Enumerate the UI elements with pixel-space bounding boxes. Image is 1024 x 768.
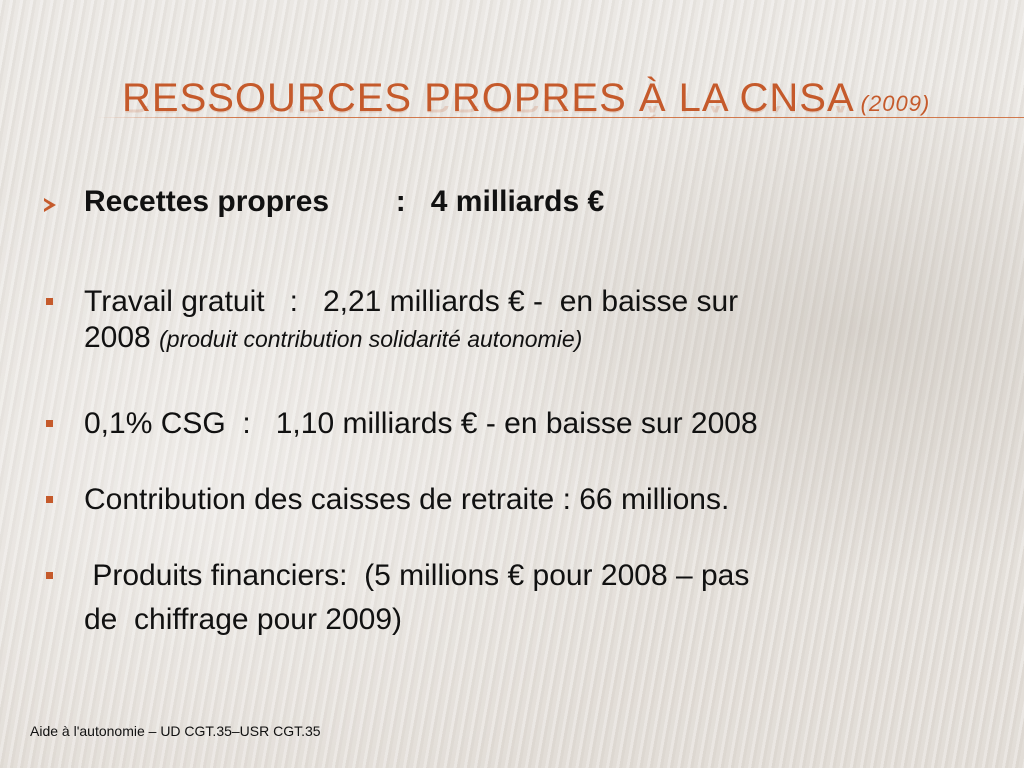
- list-item-text-line1: Travail gratuit : 2,21 milliards € - en …: [84, 285, 739, 318]
- list-item-text-plain: 2008: [84, 321, 151, 354]
- list-item-text: Recettes propres : 4 milliards €: [84, 185, 605, 218]
- list-item-text: 0,1% CSG : 1,10 milliards € - en baisse …: [84, 407, 758, 440]
- square-bullet-icon: [46, 496, 53, 503]
- square-bullet-icon: [46, 572, 53, 579]
- list-item-text-line2: de chiffrage pour 2009): [84, 603, 403, 636]
- slide-title-reflection: Ressources propres à la CNSA(2009): [122, 106, 930, 120]
- list-item-text-line2: 2008 (produit contribution solidarité au…: [84, 320, 582, 357]
- slide-title-year: (2009): [860, 91, 931, 116]
- list-item-text-italic: (produit contribution solidarité autonom…: [159, 326, 583, 352]
- slide-footer: Aide à l'autonomie – UD CGT.35–USR CGT.3…: [30, 723, 321, 739]
- arrow-bullet-icon: [44, 198, 56, 212]
- square-bullet-icon: [46, 420, 53, 427]
- slide-title: Ressources propres à la CNSA (2009): [122, 76, 930, 126]
- square-bullet-icon: [46, 298, 53, 305]
- list-item-text: Contribution des caisses de retraite : 6…: [84, 483, 730, 516]
- title-underline: [96, 117, 1024, 118]
- list-item-text-line1: Produits financiers: (5 millions € pour …: [84, 559, 750, 592]
- slide-title-main: Ressources propres à la CNSA: [122, 76, 855, 120]
